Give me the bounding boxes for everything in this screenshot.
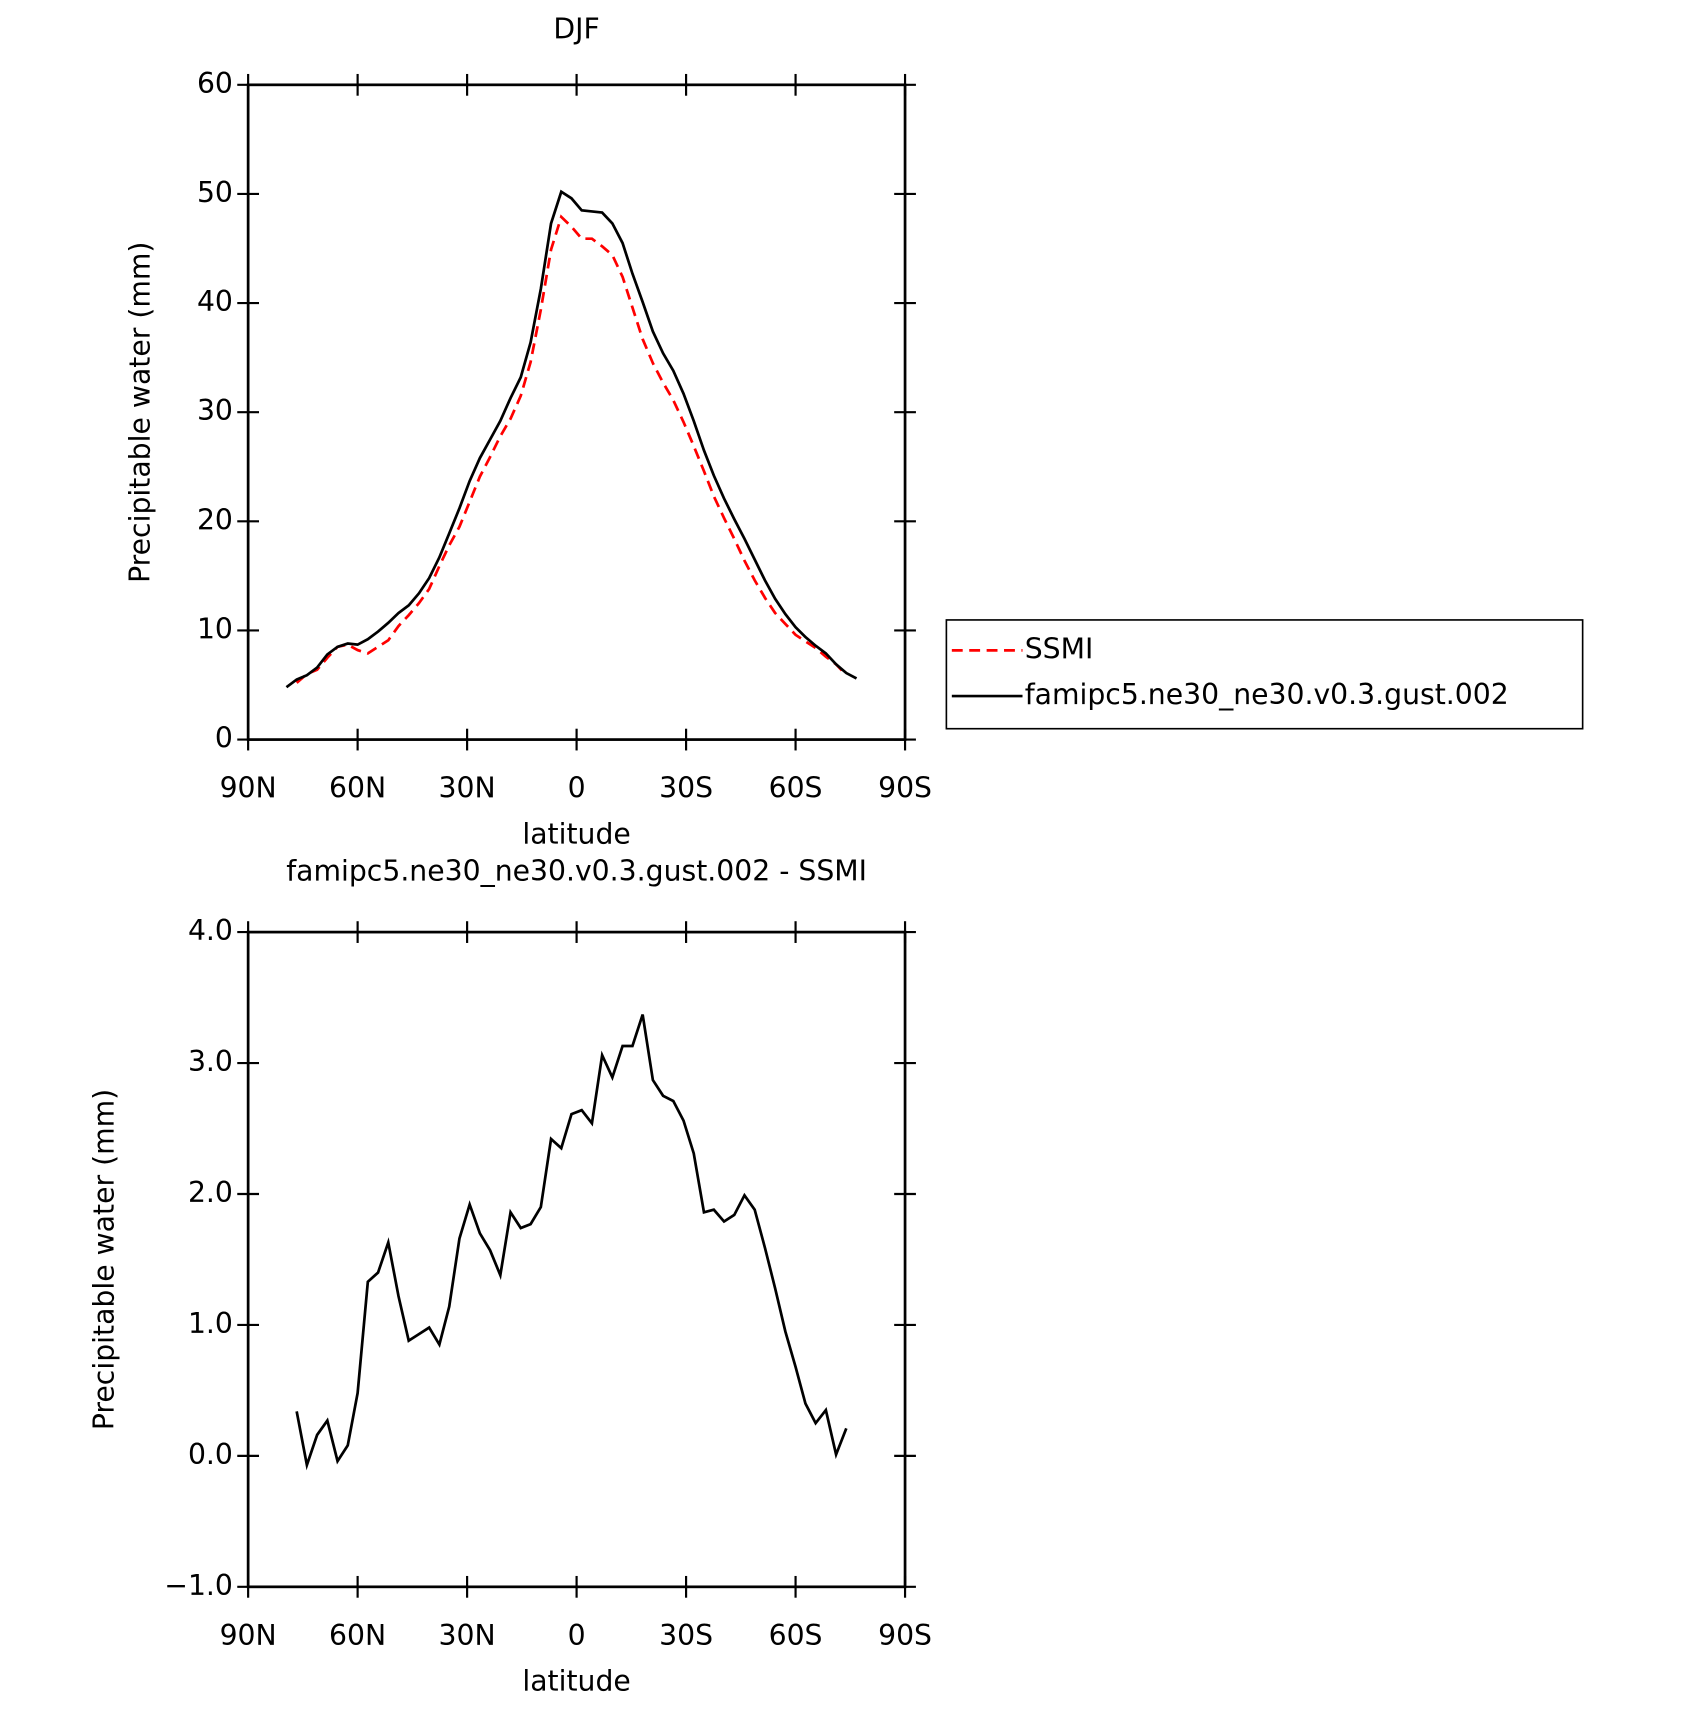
legend-label: SSMI (1025, 632, 1094, 665)
y-axis-label: Precipitable water (mm) (124, 242, 157, 583)
y-tick-label: 1.0 (188, 1307, 233, 1340)
legend-box (945, 619, 1584, 730)
x-tick-label: 60N (329, 1619, 386, 1652)
x-axis-label: latitude (522, 1665, 630, 1698)
x-tick-label: 60S (769, 1619, 823, 1652)
data-line (285, 189, 858, 689)
y-axis-label: Precipitable water (mm) (88, 1089, 121, 1430)
chart-title: famipc5.ne30_ne30.v0.3.gust.002 - SSMI (286, 854, 867, 887)
x-tick-label: 30N (439, 772, 496, 805)
y-tick-label: 2.0 (188, 1176, 233, 1209)
data-line (295, 214, 848, 684)
legend: SSMI famipc5.ne30_ne30.v0.3.gust.002 (945, 619, 1584, 730)
x-tick-label: 30S (659, 772, 713, 805)
y-tick-label: 30 (197, 394, 233, 427)
legend-label: famipc5.ne30_ne30.v0.3.gust.002 (1025, 678, 1509, 711)
x-tick-label: 60S (769, 772, 823, 805)
x-tick-label: 30S (659, 1619, 713, 1652)
x-tick-label: 90N (220, 772, 277, 805)
x-tick-label: 60N (329, 772, 386, 805)
y-tick-label: 50 (197, 176, 233, 209)
y-tick-label: 20 (197, 503, 233, 536)
x-tick-label: 90S (878, 772, 932, 805)
x-tick-label: 30N (439, 1619, 496, 1652)
y-tick-label: 0.0 (188, 1438, 233, 1471)
x-axis-label: latitude (522, 817, 630, 850)
x-tick-label: 90N (220, 1619, 277, 1652)
y-tick-label: 60 (197, 67, 233, 100)
plot-frame (246, 930, 907, 1589)
chart-title: DJF (553, 12, 599, 45)
y-tick-label: −1.0 (164, 1569, 233, 1602)
y-tick-label: 10 (197, 612, 233, 645)
plot-frame (246, 83, 907, 741)
y-tick-label: 0 (215, 722, 233, 755)
y-tick-label: 4.0 (188, 914, 233, 947)
y-tick-label: 40 (197, 285, 233, 318)
y-tick-label: 3.0 (188, 1045, 233, 1078)
data-line (295, 1014, 848, 1471)
x-tick-label: 90S (878, 1619, 932, 1652)
x-tick-label: 0 (568, 772, 586, 805)
x-tick-label: 0 (568, 1619, 586, 1652)
